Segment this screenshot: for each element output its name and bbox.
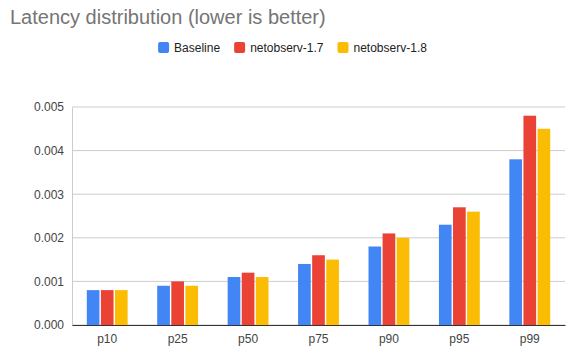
y-tick-label: 0.004 <box>34 144 64 158</box>
bar <box>383 233 396 325</box>
series <box>87 159 522 325</box>
y-tick-label: 0.005 <box>34 100 64 114</box>
bar <box>115 290 128 325</box>
bar <box>298 264 311 325</box>
x-tick: p10 <box>97 325 117 346</box>
bar <box>171 281 184 325</box>
y-tick: 0.005 <box>34 100 72 114</box>
x-tick: p25 <box>168 325 188 346</box>
y-tick-label: 0.002 <box>34 231 64 245</box>
bar <box>185 286 198 325</box>
bar <box>242 273 255 325</box>
grid-line <box>72 107 565 108</box>
legend-item: netobserv-1.8 <box>338 41 428 55</box>
bar <box>523 116 536 325</box>
x-axis: p10 p25 p50 p75 p90 p95 p99 <box>73 325 566 346</box>
legend-swatch <box>158 42 169 53</box>
y-tick: 0.003 <box>34 188 72 202</box>
x-tick-label: p50 <box>238 332 258 346</box>
x-tick: p95 <box>449 325 469 346</box>
x-tick-label: p99 <box>520 332 540 346</box>
y-tick-label: 0.000 <box>34 318 64 332</box>
y-tick: 0.004 <box>34 144 72 158</box>
legend-label: netobserv-1.8 <box>354 41 428 55</box>
grid-line <box>72 194 565 195</box>
bars <box>87 116 550 325</box>
bar <box>101 290 114 325</box>
plot: 0.0000.0010.0020.0030.0040.005p10p25p50p… <box>34 100 566 345</box>
x-tick: p90 <box>379 325 399 346</box>
legend: Baseline netobserv-1.7 netobserv-1.8 <box>158 41 427 55</box>
bar <box>157 286 170 325</box>
bar <box>509 159 522 325</box>
x-tick-label: p95 <box>449 332 469 346</box>
y-tick-label: 0.001 <box>34 275 64 289</box>
series <box>101 116 536 325</box>
bar <box>467 212 480 325</box>
y-tick: 0.001 <box>34 275 72 289</box>
bar <box>228 277 241 325</box>
legend-label: netobserv-1.7 <box>250 41 324 55</box>
x-tick-label: p90 <box>379 332 399 346</box>
legend-item: Baseline <box>158 41 220 55</box>
legend-swatch <box>338 42 349 53</box>
y-axis-line <box>72 108 73 326</box>
bar <box>439 225 452 325</box>
grid <box>72 107 565 325</box>
x-tick-label: p25 <box>168 332 188 346</box>
bar <box>369 247 382 325</box>
bar <box>326 260 339 325</box>
x-tick-label: p75 <box>308 332 328 346</box>
legend-label: Baseline <box>174 41 220 55</box>
legend-swatch <box>234 42 245 53</box>
series <box>115 129 550 325</box>
grid-line <box>72 237 565 238</box>
grid-line <box>72 150 565 151</box>
x-tick: p75 <box>308 325 328 346</box>
bar <box>538 129 551 325</box>
y-axis: 0.000 0.001 0.002 0.003 0.004 0.005 <box>34 100 73 332</box>
y-tick-label: 0.003 <box>34 188 64 202</box>
chart: Latency distribution (lower is better) 0.… <box>0 0 585 355</box>
x-tick-label: p10 <box>97 332 117 346</box>
bar <box>453 207 466 325</box>
y-tick: 0.002 <box>34 231 72 245</box>
bar <box>397 238 410 325</box>
title: Latency distribution (lower is better) <box>10 6 326 28</box>
x-tick: p50 <box>238 325 258 346</box>
bar <box>312 255 325 325</box>
x-tick: p99 <box>520 325 540 346</box>
x-axis-line <box>73 325 566 326</box>
bar <box>256 277 269 325</box>
y-tick: 0.000 <box>34 318 72 332</box>
legend-item: netobserv-1.7 <box>234 41 324 55</box>
bar <box>87 290 100 325</box>
